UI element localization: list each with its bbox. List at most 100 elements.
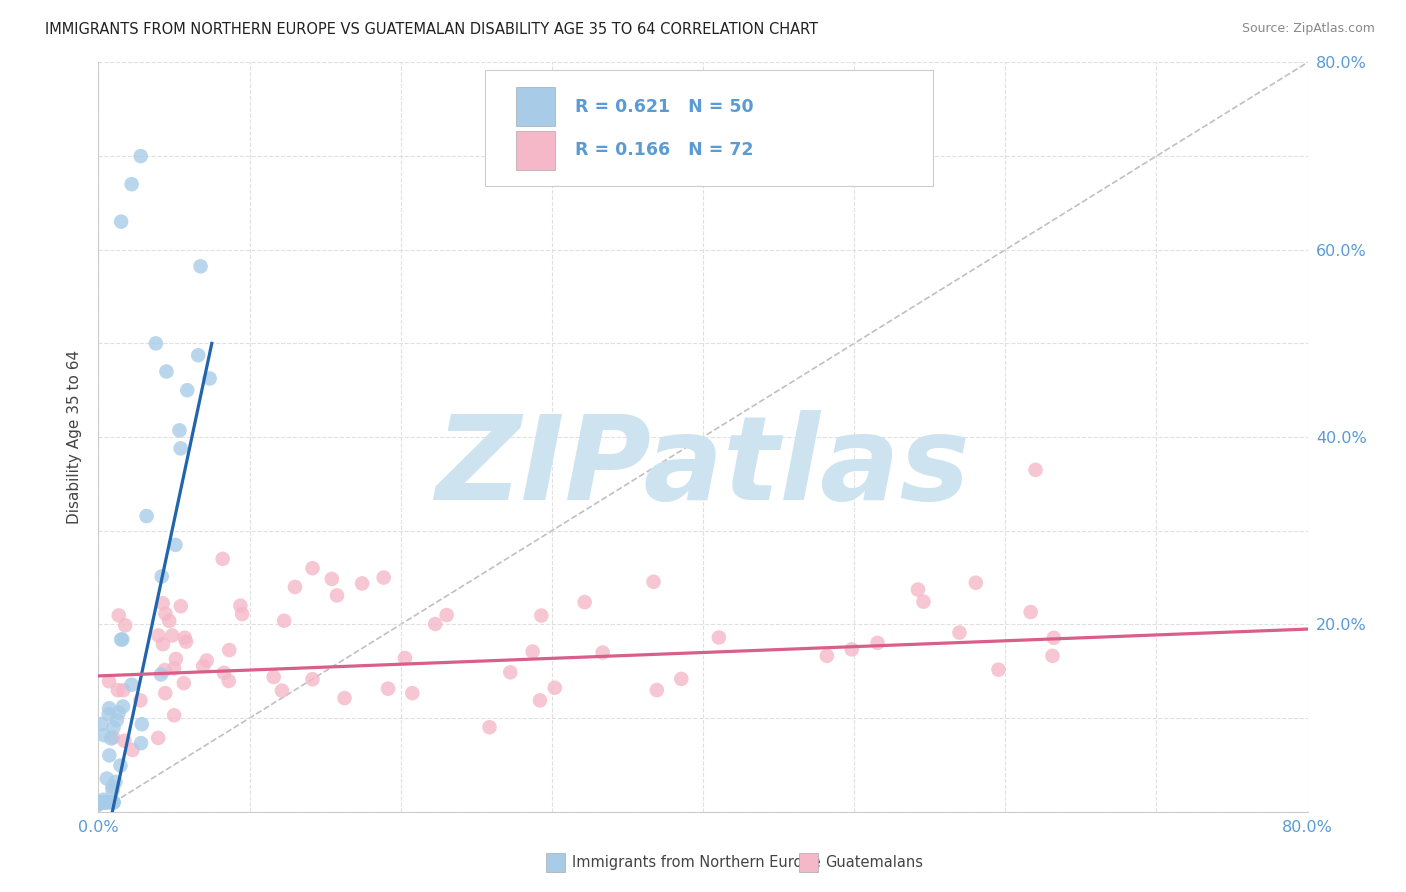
Point bbox=[93, 793, 115, 807]
Point bbox=[373, 571, 395, 585]
Point bbox=[96, 796, 118, 810]
Point bbox=[160, 628, 183, 642]
Point bbox=[218, 643, 240, 657]
Point bbox=[105, 713, 128, 727]
Point bbox=[522, 644, 544, 658]
Point bbox=[174, 634, 197, 648]
Point bbox=[530, 608, 553, 623]
Point bbox=[815, 648, 838, 663]
Point bbox=[121, 177, 143, 191]
Point bbox=[231, 607, 253, 621]
Point bbox=[211, 551, 233, 566]
Point bbox=[841, 642, 863, 657]
Point bbox=[111, 632, 134, 647]
Point bbox=[195, 653, 218, 667]
Point bbox=[145, 336, 167, 351]
Point bbox=[114, 618, 136, 632]
Point bbox=[401, 686, 423, 700]
Text: Immigrants from Northern Europe: Immigrants from Northern Europe bbox=[572, 855, 821, 870]
Point bbox=[121, 678, 143, 692]
Point bbox=[96, 772, 118, 786]
Point bbox=[129, 736, 152, 750]
Point bbox=[98, 701, 121, 715]
Point bbox=[114, 733, 136, 747]
Point bbox=[333, 691, 356, 706]
Point bbox=[436, 608, 458, 623]
Point bbox=[645, 683, 668, 698]
Point bbox=[425, 617, 447, 632]
Point bbox=[229, 599, 252, 613]
Point bbox=[100, 796, 122, 810]
Point bbox=[707, 631, 730, 645]
Point bbox=[907, 582, 929, 597]
Point bbox=[97, 796, 120, 810]
Point bbox=[103, 796, 125, 810]
Y-axis label: Disability Age 35 to 64: Disability Age 35 to 64 bbox=[67, 350, 83, 524]
Point bbox=[97, 707, 120, 722]
Text: ZIPatlas: ZIPatlas bbox=[436, 409, 970, 524]
Point bbox=[948, 625, 970, 640]
Point bbox=[107, 608, 129, 623]
Point bbox=[671, 672, 693, 686]
Point bbox=[271, 683, 294, 698]
FancyBboxPatch shape bbox=[485, 70, 932, 186]
Point bbox=[155, 365, 177, 379]
Point bbox=[96, 796, 118, 810]
Point bbox=[1043, 631, 1066, 645]
Text: R = 0.621   N = 50: R = 0.621 N = 50 bbox=[575, 97, 754, 116]
Point bbox=[165, 652, 187, 666]
Point bbox=[101, 783, 124, 797]
Point bbox=[173, 676, 195, 690]
Point bbox=[165, 538, 187, 552]
Point bbox=[148, 628, 170, 642]
Point bbox=[1042, 648, 1064, 663]
Point bbox=[98, 674, 121, 689]
Point bbox=[284, 580, 307, 594]
Text: IMMIGRANTS FROM NORTHERN EUROPE VS GUATEMALAN DISABILITY AGE 35 TO 64 CORRELATIO: IMMIGRANTS FROM NORTHERN EUROPE VS GUATE… bbox=[45, 22, 818, 37]
Point bbox=[187, 348, 209, 362]
Point bbox=[112, 683, 135, 698]
Point bbox=[155, 607, 177, 621]
Point bbox=[103, 796, 125, 810]
Point bbox=[146, 731, 169, 745]
Point bbox=[190, 260, 212, 274]
Point bbox=[544, 681, 567, 695]
Point bbox=[574, 595, 596, 609]
Point bbox=[912, 595, 935, 609]
Point bbox=[326, 589, 349, 603]
Point bbox=[478, 720, 501, 734]
Point bbox=[301, 561, 323, 575]
Point bbox=[169, 442, 191, 456]
Point bbox=[163, 661, 186, 675]
Point bbox=[592, 646, 614, 660]
Point bbox=[352, 576, 374, 591]
Point bbox=[131, 717, 153, 731]
Point bbox=[103, 721, 125, 735]
Point bbox=[866, 636, 889, 650]
Point bbox=[129, 149, 152, 163]
FancyBboxPatch shape bbox=[516, 130, 555, 169]
Point bbox=[173, 631, 195, 645]
Point bbox=[301, 672, 323, 686]
Point bbox=[135, 508, 157, 523]
FancyBboxPatch shape bbox=[516, 87, 555, 126]
Point bbox=[101, 780, 124, 794]
Point bbox=[153, 663, 176, 677]
Point bbox=[110, 214, 132, 228]
Point bbox=[965, 575, 987, 590]
Point bbox=[157, 614, 180, 628]
Point bbox=[170, 599, 193, 614]
Point bbox=[90, 796, 112, 810]
Point bbox=[107, 683, 129, 698]
Point bbox=[263, 670, 285, 684]
Point bbox=[499, 665, 522, 680]
Point bbox=[176, 383, 198, 397]
Point bbox=[89, 796, 111, 810]
Point bbox=[321, 572, 343, 586]
Point bbox=[169, 423, 191, 437]
Point bbox=[129, 693, 152, 707]
Point bbox=[90, 796, 112, 810]
Point bbox=[1024, 463, 1046, 477]
Point bbox=[212, 665, 235, 680]
Text: Source: ZipAtlas.com: Source: ZipAtlas.com bbox=[1241, 22, 1375, 36]
